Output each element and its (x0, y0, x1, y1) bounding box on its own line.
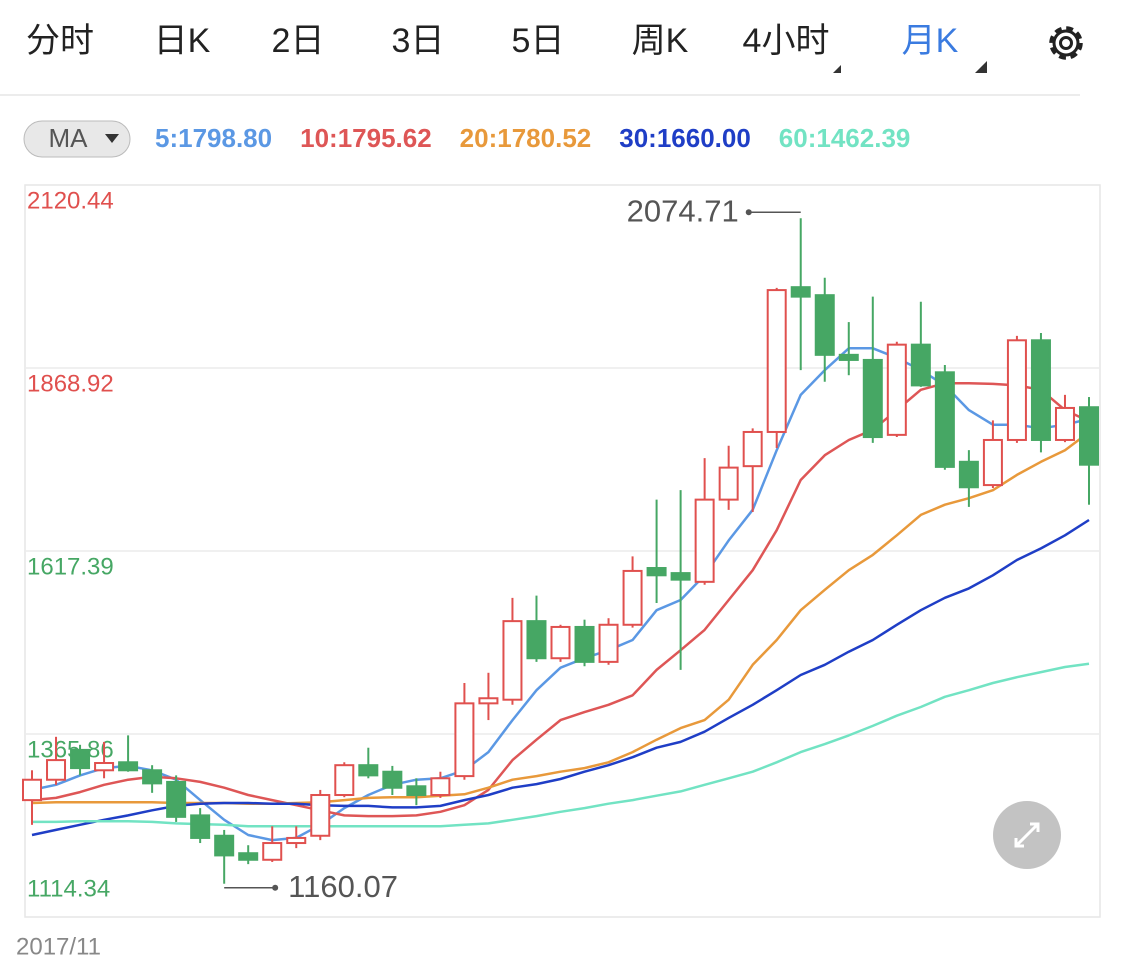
candle-body (1030, 339, 1051, 441)
tab[interactable]: 3日 (392, 22, 445, 60)
candle-body (430, 777, 451, 797)
gear-ring (1052, 29, 1080, 57)
candle-body (838, 353, 859, 361)
candle-body (454, 702, 475, 778)
candles (22, 218, 1099, 884)
candle-body (214, 834, 235, 857)
candle-body (286, 836, 307, 845)
legend-entry: 30:1660.00 (619, 123, 751, 153)
candle-body (742, 430, 763, 468)
candle-body (598, 623, 619, 663)
candle-body (262, 842, 283, 861)
settings-icon[interactable] (1049, 26, 1083, 60)
candle-body (766, 289, 787, 433)
candle-body (886, 343, 907, 436)
y-tick-label: 2120.44 (27, 187, 114, 214)
candle-body (622, 569, 643, 626)
candle-body (94, 762, 115, 772)
candle-body (814, 294, 835, 356)
ma-line (31, 347, 1090, 842)
candle-body (142, 769, 163, 785)
candle-body (358, 764, 379, 777)
candle-body (670, 572, 691, 581)
x-tick-label: 2017/11 (16, 933, 101, 960)
tab[interactable]: 5日 (512, 22, 565, 60)
x-axis: 2017/11 (16, 933, 101, 960)
indicator-pill (23, 120, 131, 158)
low-label: 1160.07 (288, 869, 398, 904)
candle-body (790, 286, 811, 298)
high-label: 2074.71 (627, 193, 739, 228)
candle-body (910, 343, 931, 387)
indicator-dropdown[interactable]: MA (23, 120, 131, 158)
candle-body (934, 371, 955, 468)
ma-line (31, 518, 1090, 837)
candle-body (1079, 406, 1099, 466)
y-tick-label: 1114.34 (27, 875, 110, 902)
tab[interactable]: 4小时 (743, 22, 830, 60)
candle-body (958, 460, 979, 489)
indicator-label: MA (49, 123, 89, 153)
legend: 5:1798.80 10:1795.62 20:1780.52 30:1660.00 6… (155, 123, 910, 153)
candle-body (646, 567, 667, 577)
candle-body (238, 852, 259, 861)
fullscreen-button[interactable] (993, 801, 1061, 869)
legend-entry: 10:1795.62 (300, 123, 432, 153)
candle-body (382, 770, 403, 789)
candle-body (1006, 339, 1027, 441)
tab[interactable]: 分时 (26, 22, 94, 60)
candle-body (574, 625, 595, 663)
candle-body (190, 814, 211, 839)
legend-entry: 60:1462.39 (779, 123, 911, 153)
y-tick-label: 1868.92 (27, 370, 114, 397)
candle-body (526, 620, 547, 660)
candle-body (406, 785, 427, 797)
candle-body (478, 697, 499, 705)
candle-body (46, 759, 67, 781)
dropdown-arrow (105, 134, 119, 143)
tab[interactable]: 2日 (272, 22, 325, 60)
expand-icon (1014, 822, 1040, 848)
ma-lines (31, 347, 1090, 842)
dropdown-corner (975, 61, 987, 73)
candle-body (310, 794, 331, 837)
tab[interactable]: 日K (154, 22, 211, 60)
candle-body (718, 466, 739, 501)
legend-entry: 5:1798.80 (155, 123, 272, 153)
candle-body (334, 764, 355, 797)
gear-teeth (1049, 26, 1083, 60)
candle-body (502, 620, 523, 701)
candle-body (1054, 406, 1075, 441)
tab[interactable]: 周K (632, 22, 689, 60)
low-dot (272, 884, 279, 891)
candle-body (862, 358, 883, 439)
candle-body (694, 498, 715, 583)
legend-entry: 20:1780.52 (460, 123, 592, 153)
high-dot (745, 209, 752, 216)
dropdown-corner (833, 65, 841, 73)
y-tick-label: 1617.39 (27, 553, 114, 580)
tab-bar: 分时 日K 2日 3日 5日 周K 4小时 月K (26, 22, 959, 60)
candle-body (70, 748, 91, 770)
candle-body (982, 438, 1003, 487)
ma-line (31, 381, 1090, 818)
tab[interactable]: 月K (902, 22, 959, 60)
candle-body (166, 780, 187, 818)
candle-body (22, 778, 42, 802)
candle-body (118, 761, 139, 772)
labels: 2074.71 1160.07 (224, 193, 801, 904)
candle-body (550, 625, 571, 660)
gear-hub (1059, 36, 1073, 50)
ma-line (31, 431, 1090, 805)
